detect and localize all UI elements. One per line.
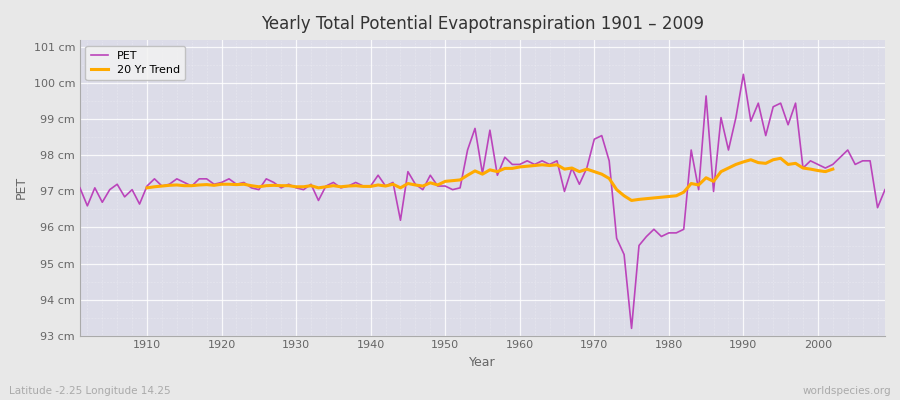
PET bbox=[134, 202, 145, 206]
Line: 20 Yr Trend: 20 Yr Trend bbox=[147, 158, 832, 200]
PET bbox=[604, 158, 615, 163]
Title: Yearly Total Potential Evapotranspiration 1901 – 2009: Yearly Total Potential Evapotranspiratio… bbox=[261, 15, 704, 33]
PET bbox=[738, 72, 749, 77]
Y-axis label: PET: PET bbox=[15, 176, 28, 200]
20 Yr Trend bbox=[254, 184, 265, 189]
20 Yr Trend bbox=[231, 182, 242, 187]
20 Yr Trend bbox=[827, 167, 838, 172]
20 Yr Trend bbox=[284, 183, 294, 188]
PET bbox=[514, 162, 525, 167]
X-axis label: Year: Year bbox=[469, 356, 496, 369]
20 Yr Trend bbox=[484, 168, 495, 172]
PET bbox=[507, 162, 517, 167]
PET bbox=[879, 187, 890, 192]
20 Yr Trend bbox=[618, 193, 629, 198]
20 Yr Trend bbox=[693, 182, 704, 187]
Line: PET: PET bbox=[80, 74, 885, 328]
PET bbox=[298, 187, 309, 192]
PET bbox=[343, 184, 354, 188]
Text: worldspecies.org: worldspecies.org bbox=[803, 386, 891, 396]
Legend: PET, 20 Yr Trend: PET, 20 Yr Trend bbox=[86, 46, 185, 80]
20 Yr Trend bbox=[775, 156, 786, 161]
20 Yr Trend bbox=[626, 198, 637, 203]
20 Yr Trend bbox=[141, 186, 152, 190]
PET bbox=[626, 326, 637, 331]
Text: Latitude -2.25 Longitude 14.25: Latitude -2.25 Longitude 14.25 bbox=[9, 386, 171, 396]
PET bbox=[75, 186, 86, 190]
